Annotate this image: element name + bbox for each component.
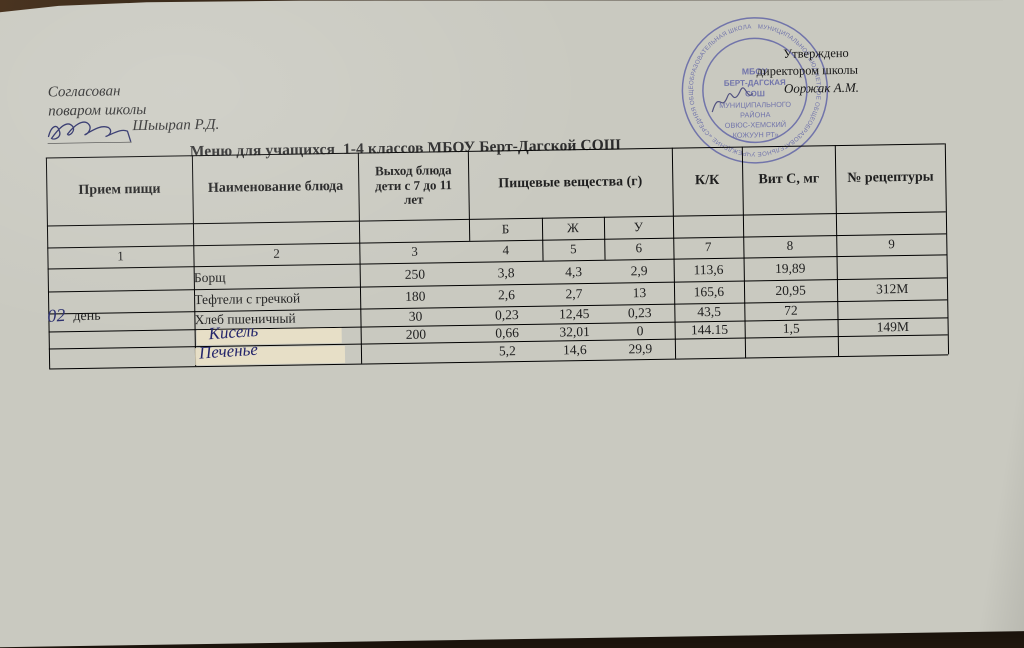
svg-text:СОШ: СОШ <box>745 89 765 98</box>
svg-text:ОВЮС-ХЕМСКИЙ: ОВЮС-ХЕМСКИЙ <box>725 120 786 130</box>
svg-text:БЕРТ-ДАГСКАЯ: БЕРТ-ДАГСКАЯ <box>724 78 786 88</box>
svg-text:КОЖУУН РТ»: КОЖУУН РТ» <box>733 130 779 140</box>
svg-text:МУНИЦИПАЛЬНОЕ БЮДЖЕТНОЕ ОБЩЕОБ: МУНИЦИПАЛЬНОЕ БЮДЖЕТНОЕ ОБЩЕОБРАЗОВАТЕЛЬ… <box>675 10 823 159</box>
svg-text:МУНИЦИПАЛЬНОГО: МУНИЦИПАЛЬНОГО <box>719 100 791 110</box>
svg-text:МБОУ: МБОУ <box>742 66 768 76</box>
svg-text:РАЙОНА: РАЙОНА <box>740 110 771 119</box>
